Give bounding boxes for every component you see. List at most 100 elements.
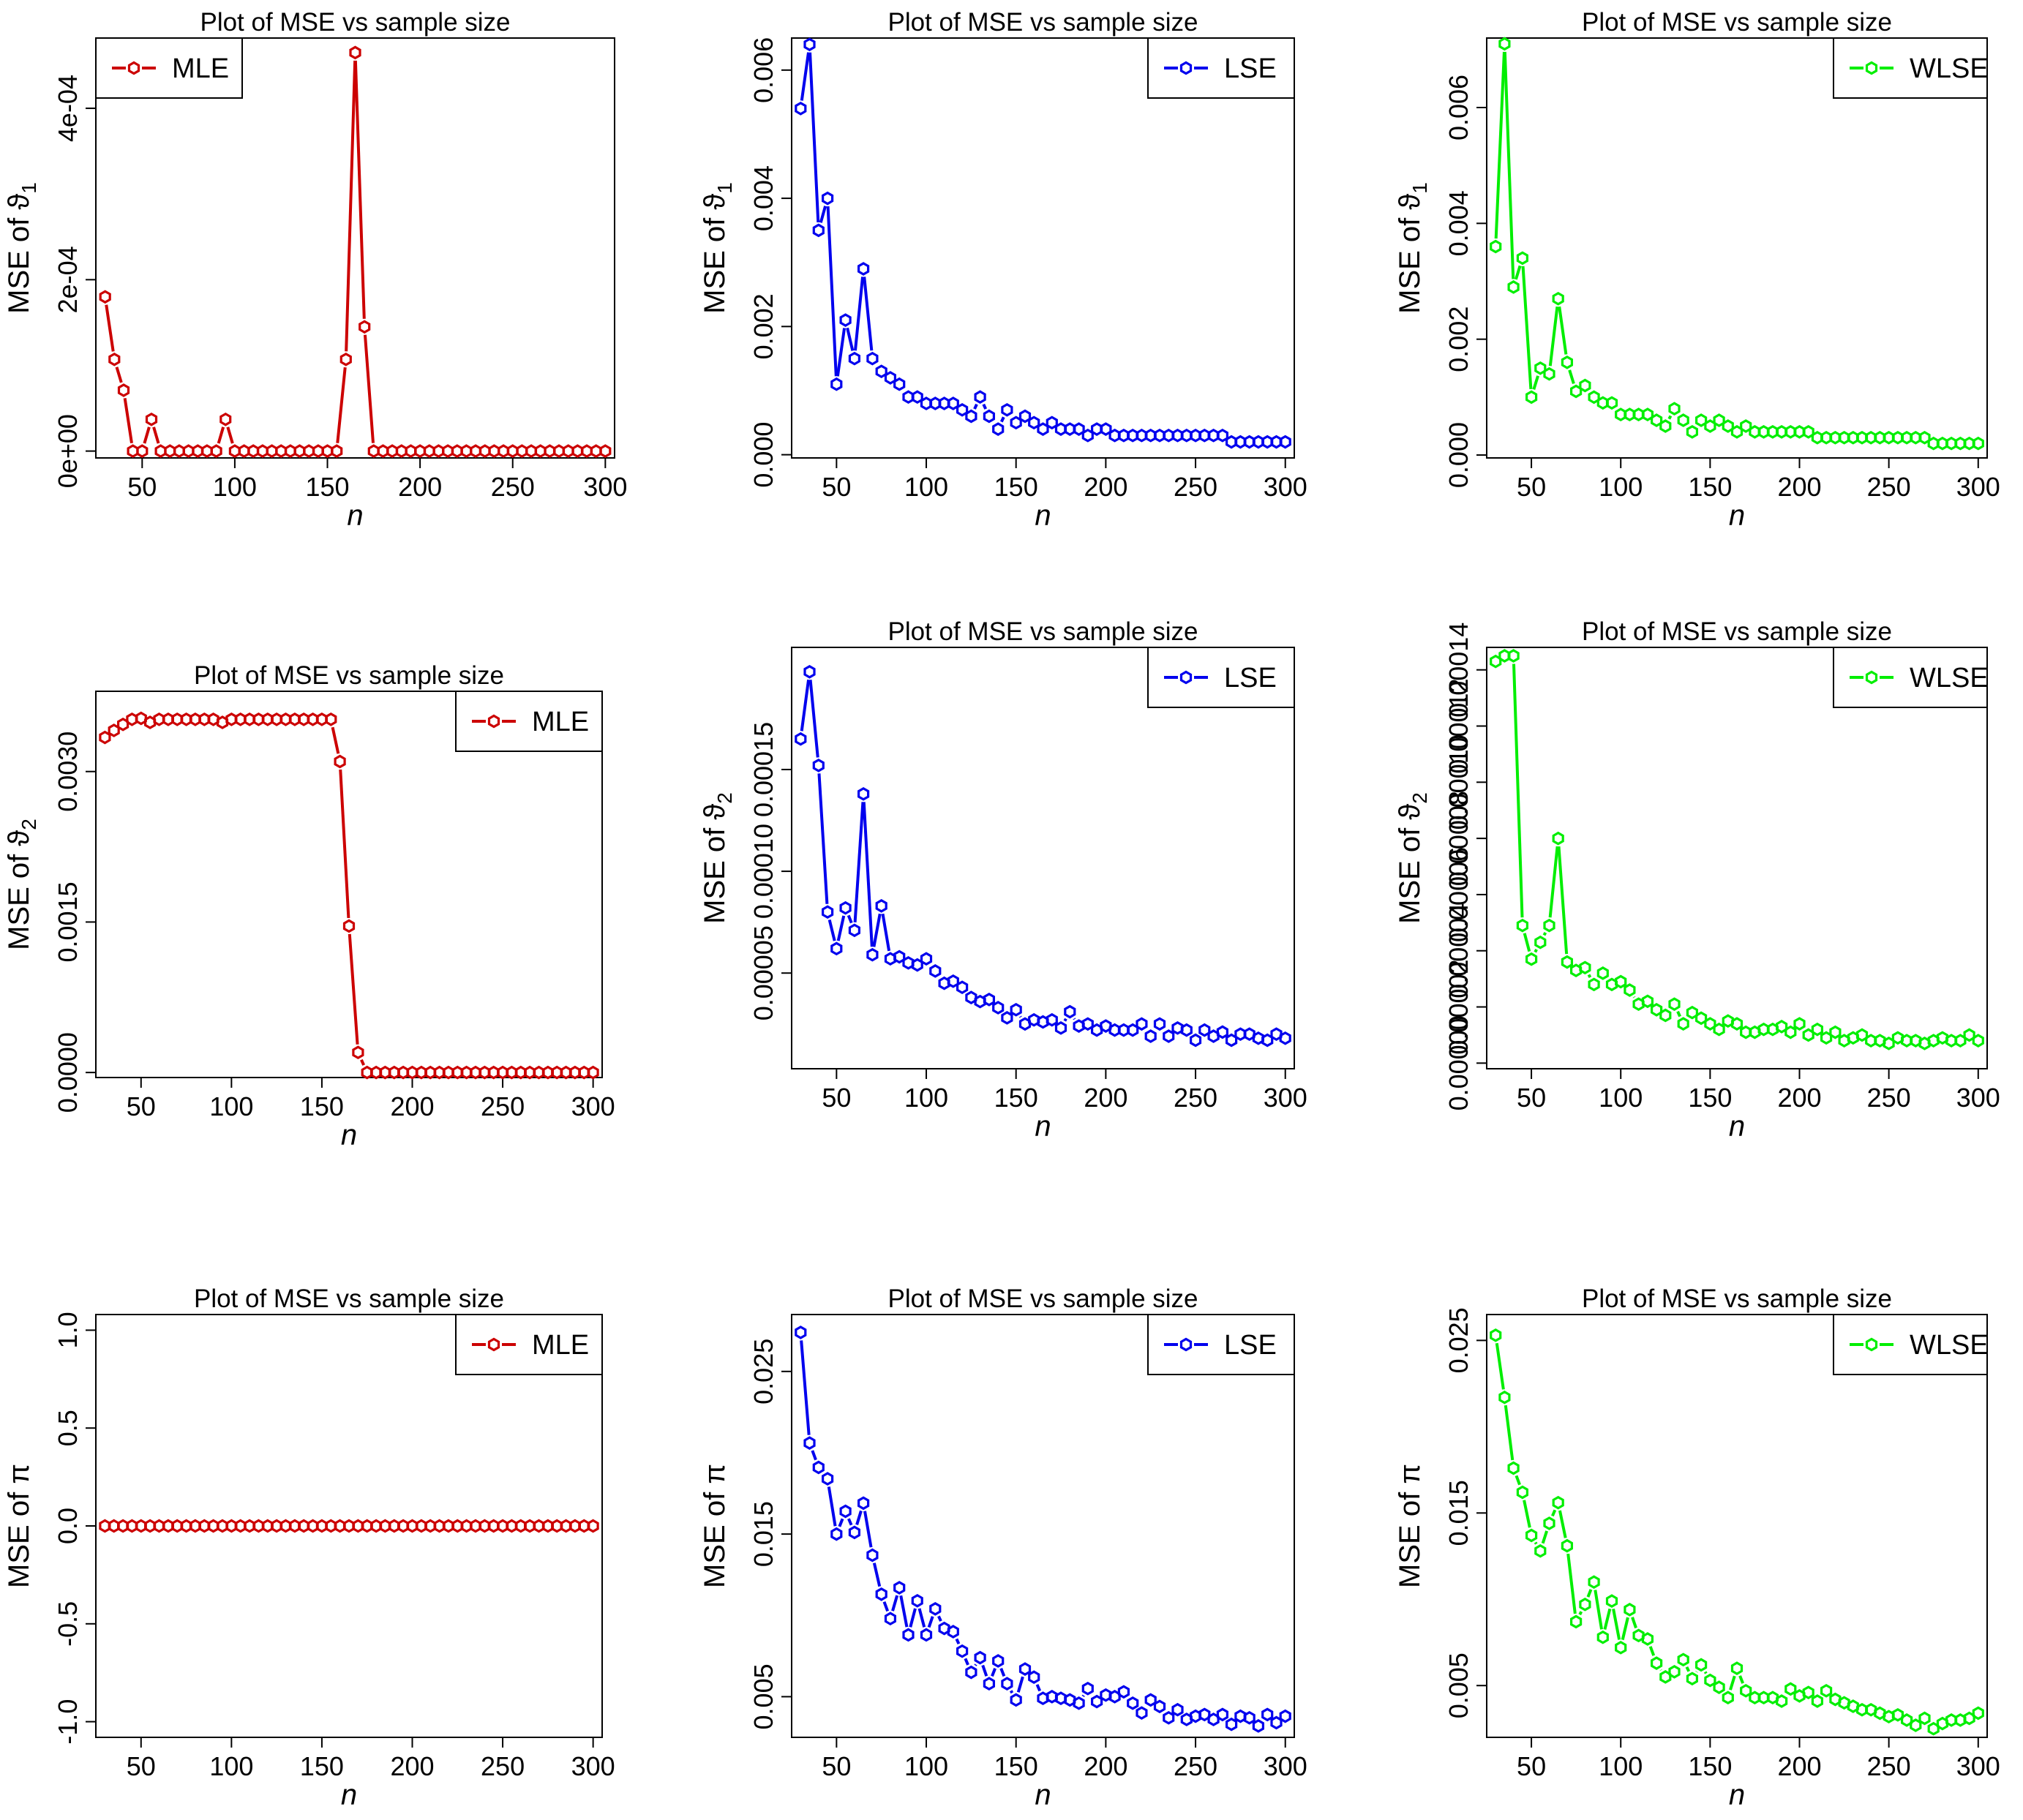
y-tick-label: 0.002 xyxy=(748,293,778,359)
series-segment xyxy=(817,773,829,904)
y-tick-label: 0.00004 xyxy=(1444,903,1474,999)
y-tick-label: 0.00005 xyxy=(748,925,778,1020)
data-point xyxy=(1081,1017,1094,1031)
legend-marker xyxy=(127,61,140,75)
data-point xyxy=(516,444,528,458)
series-segment xyxy=(1503,51,1515,279)
y-tick-label: 0.0 xyxy=(53,1508,83,1544)
series-segment xyxy=(973,403,978,410)
data-point xyxy=(1865,1702,1877,1717)
series-points-LSE xyxy=(795,37,1291,449)
x-tick-label: 200 xyxy=(1084,472,1127,502)
series-segment xyxy=(1504,1405,1515,1461)
chart-panel-p22: Plot of MSE vs sample size 50 100 150 200 250… xyxy=(699,617,1307,1143)
series-segment xyxy=(1558,306,1568,355)
data-point xyxy=(1651,1003,1663,1017)
data-point xyxy=(1516,1485,1528,1500)
series-segment xyxy=(800,52,810,101)
series-segment xyxy=(1621,1617,1629,1641)
data-point xyxy=(929,964,942,978)
data-point xyxy=(1028,1670,1040,1685)
data-point xyxy=(1874,1034,1886,1048)
chart-panel-p23: Plot of MSE vs sample size 50 100 150 200 250… xyxy=(1394,617,2000,1143)
data-point xyxy=(803,665,816,679)
legend: WLSE xyxy=(1833,1314,1989,1375)
data-point xyxy=(821,1472,834,1486)
series-segment xyxy=(143,426,151,444)
chart-title: Plot of MSE vs sample size xyxy=(194,661,504,690)
plot-frame xyxy=(95,37,615,459)
x-tick-label: 250 xyxy=(1174,1083,1217,1113)
series-segment xyxy=(800,1340,811,1435)
data-point xyxy=(911,1593,923,1608)
data-point xyxy=(1153,1699,1166,1714)
y-axis-label: MSE of ϑ2 xyxy=(1394,792,1431,924)
y-axis-label: MSE of ϑ1 xyxy=(3,182,40,314)
data-point xyxy=(1811,1022,1823,1037)
data-point xyxy=(1028,1012,1040,1027)
data-point xyxy=(1784,1025,1797,1039)
data-point xyxy=(1561,955,1573,969)
y-tick-label: 0.00015 xyxy=(748,722,778,817)
data-point xyxy=(803,1436,816,1450)
data-point xyxy=(1891,1707,1904,1722)
x-tick-label: 100 xyxy=(904,1083,948,1113)
x-tick-label: 250 xyxy=(1867,472,1911,502)
x-tick-label: 150 xyxy=(1688,472,1732,502)
series-line-LSE xyxy=(800,52,1005,423)
x-tick-label: 50 xyxy=(127,1091,156,1121)
data-point xyxy=(875,1587,887,1601)
x-tick-label: 250 xyxy=(491,472,535,502)
data-point xyxy=(1516,251,1528,266)
data-point xyxy=(1641,994,1654,1009)
data-point xyxy=(488,444,500,458)
data-point xyxy=(108,352,121,366)
x-tick-label: 150 xyxy=(1688,1083,1732,1113)
series-segment xyxy=(105,304,115,352)
data-point xyxy=(1776,1694,1788,1708)
x-tick-label: 150 xyxy=(994,1751,1038,1781)
data-point xyxy=(821,191,834,206)
data-point xyxy=(349,45,361,60)
y-axis-label-prefix: MSE of xyxy=(699,1484,731,1588)
series-segment xyxy=(1534,948,1538,953)
y-tick-label: 0.00010 xyxy=(1444,734,1474,830)
series-segment xyxy=(863,277,874,351)
x-tick-label: 300 xyxy=(571,1751,615,1781)
series-segment xyxy=(808,52,820,223)
data-point xyxy=(857,1496,870,1511)
y-tick-label: 0.004 xyxy=(748,165,778,231)
data-point xyxy=(1615,974,1627,989)
y-tick-label: 2e-04 xyxy=(53,246,83,313)
data-point xyxy=(929,1602,942,1616)
data-point xyxy=(1552,831,1564,846)
x-axis-label: n xyxy=(1035,1779,1051,1811)
series-segment xyxy=(836,328,847,377)
x-tick-label: 100 xyxy=(904,1751,948,1781)
plot-frame xyxy=(791,37,1295,459)
y-tick-label: 0.015 xyxy=(748,1501,778,1567)
data-point xyxy=(1793,1017,1806,1031)
series-segment xyxy=(811,1450,817,1461)
x-tick-label: 300 xyxy=(571,1091,615,1121)
series-line-MLE xyxy=(331,726,366,1066)
data-point xyxy=(902,955,915,970)
data-point xyxy=(1704,1673,1716,1688)
y-axis-label-symbol: π xyxy=(1394,1464,1426,1484)
x-tick-label: 250 xyxy=(481,1751,525,1781)
series-segment xyxy=(336,367,347,443)
x-tick-label: 300 xyxy=(1264,1751,1307,1781)
data-point xyxy=(1641,407,1654,421)
data-point xyxy=(1605,396,1618,410)
series-segment xyxy=(826,206,838,377)
series-segment xyxy=(1542,931,1547,936)
data-point xyxy=(1722,1014,1734,1029)
series-segment xyxy=(800,680,811,732)
data-point xyxy=(1234,1709,1247,1723)
series-segment xyxy=(1685,1666,1691,1672)
series-line-LSE xyxy=(800,680,1076,1022)
series-points-LSE xyxy=(795,665,1291,1048)
data-point xyxy=(534,444,547,458)
data-point xyxy=(911,390,923,405)
data-point xyxy=(1963,1028,1975,1042)
